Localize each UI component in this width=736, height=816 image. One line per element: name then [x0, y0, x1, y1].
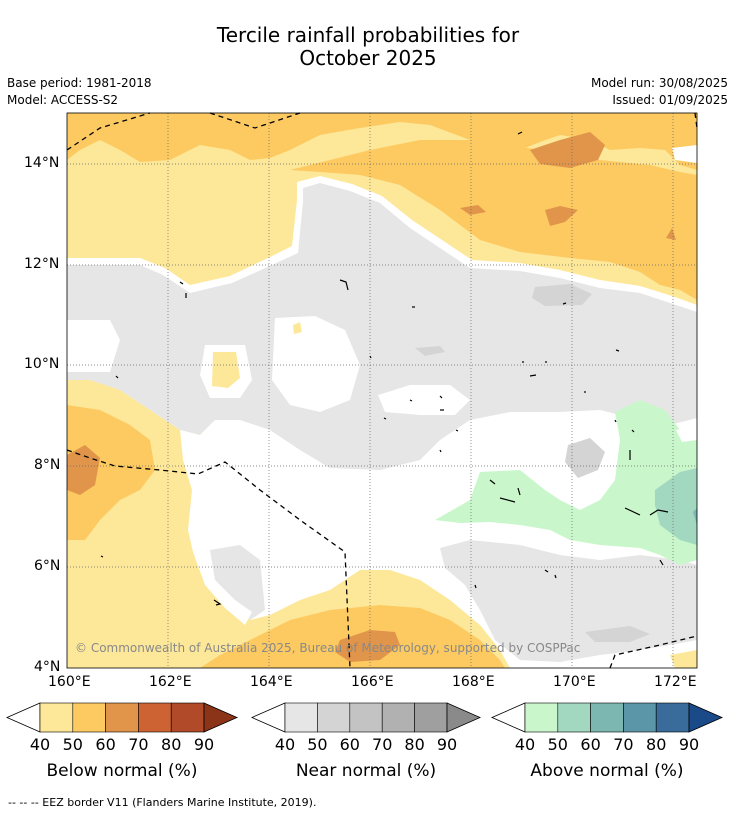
- gridlines: [67, 113, 697, 668]
- lon-tick-162: 162°E: [149, 674, 192, 690]
- colorbar-tick-label: 50: [547, 735, 568, 754]
- colorbar-tick-label: 60: [339, 735, 360, 754]
- below-normal-west: [67, 380, 510, 668]
- colorbar-tick-label: 70: [613, 735, 634, 754]
- colorbar-tick-label: 60: [95, 735, 116, 754]
- colorbar-segment: [39, 702, 74, 733]
- colorbar-high-extend: [688, 702, 723, 733]
- colorbar-tick-label: 70: [128, 735, 149, 754]
- island-marks: [100, 131, 669, 606]
- colorbar-segment: [524, 702, 559, 733]
- colorbar-segment: [655, 702, 690, 733]
- colorbar-segment: [284, 702, 318, 733]
- lon-tick-166: 166°E: [351, 674, 394, 690]
- colorbar-tick-label: 90: [193, 735, 215, 754]
- colorbar-segment: [170, 702, 205, 733]
- colorbar-tick-label: 50: [307, 735, 328, 754]
- lon-tick-170: 170°E: [553, 674, 596, 690]
- colorbar-tick-label: 50: [62, 735, 83, 754]
- lat-tick-10: 10°N: [24, 356, 60, 372]
- lon-tick-160: 160°E: [48, 674, 91, 690]
- below-normal-label: Below normal (%): [46, 761, 198, 781]
- above-normal-colorbar: [491, 702, 723, 733]
- lat-tick-14: 14°N: [24, 155, 60, 171]
- model-text: Model: ACCESS-S2: [7, 93, 119, 107]
- near-normal-colorbar: [251, 702, 481, 733]
- colorbar-segment: [381, 702, 415, 733]
- lon-tick-168: 168°E: [452, 674, 495, 690]
- colorbar-segment: [623, 702, 657, 733]
- colorbar-high-extend: [203, 702, 238, 733]
- above-normal-region: [435, 400, 697, 565]
- colorbar-low-extend: [251, 702, 286, 733]
- eez-footer-note: -- -- -- EEZ border V11 (Flanders Marine…: [8, 796, 317, 809]
- colorbar-tick-label: 40: [274, 735, 296, 754]
- colorbar-segment: [72, 702, 106, 733]
- map-title-line1: Tercile rainfall probabilities for: [216, 23, 520, 47]
- lat-tick-8: 8°N: [34, 457, 61, 473]
- colorbar-segment: [138, 702, 172, 733]
- colorbar-tick-label: 90: [436, 735, 458, 754]
- colorbar-low-extend: [6, 702, 41, 733]
- above-normal-label: Above normal (%): [530, 761, 684, 781]
- lon-tick-164: 164°E: [250, 674, 293, 690]
- model-run-text: Model run: 30/08/2025: [590, 76, 728, 90]
- colorbar-tick-label: 90: [678, 735, 700, 754]
- map-fill-layers: [67, 113, 697, 668]
- colorbar-segment: [590, 702, 624, 733]
- issued-text: Issued: 01/09/2025: [612, 93, 728, 107]
- colorbar-segment: [349, 702, 383, 733]
- colorbar-tick-label: 40: [29, 735, 51, 754]
- base-period-text: Base period: 1981-2018: [7, 76, 152, 90]
- colorbar-tick-label: 80: [161, 735, 182, 754]
- colorbar-tick-label: 80: [404, 735, 425, 754]
- colorbar-segment: [557, 702, 591, 733]
- map-title-line2: October 2025: [299, 46, 437, 70]
- colorbar-tick-label: 70: [372, 735, 393, 754]
- lat-tick-6: 6°N: [34, 558, 61, 574]
- colorbar-segment: [414, 702, 448, 733]
- colorbar-tick-label: 80: [646, 735, 667, 754]
- colorbar-high-extend: [446, 702, 481, 733]
- copyright-text: © Commonwealth of Australia 2025, Bureau…: [75, 641, 581, 655]
- lat-tick-4: 4°N: [34, 659, 61, 675]
- colorbar-segment: [317, 702, 351, 733]
- lon-tick-172: 172°E: [654, 674, 697, 690]
- map-frame: [66, 112, 698, 669]
- colorbars: [6, 702, 723, 733]
- colorbar-segment: [105, 702, 139, 733]
- below-normal-colorbar: [6, 702, 238, 733]
- near-normal-label: Near normal (%): [295, 761, 437, 781]
- lat-tick-12: 12°N: [24, 256, 60, 272]
- colorbar-low-extend: [491, 702, 526, 733]
- colorbar-tick-label: 60: [580, 735, 601, 754]
- colorbar-tick-label: 40: [514, 735, 536, 754]
